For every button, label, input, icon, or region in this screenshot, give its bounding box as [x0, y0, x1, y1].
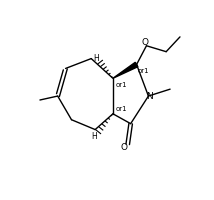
Text: N: N: [146, 92, 153, 101]
Polygon shape: [113, 62, 138, 78]
Text: H: H: [93, 54, 99, 63]
Text: or1: or1: [116, 82, 128, 88]
Text: or1: or1: [138, 68, 149, 74]
Text: O: O: [121, 143, 128, 152]
Text: or1: or1: [116, 106, 128, 112]
Text: O: O: [142, 38, 149, 47]
Text: H: H: [91, 132, 97, 141]
